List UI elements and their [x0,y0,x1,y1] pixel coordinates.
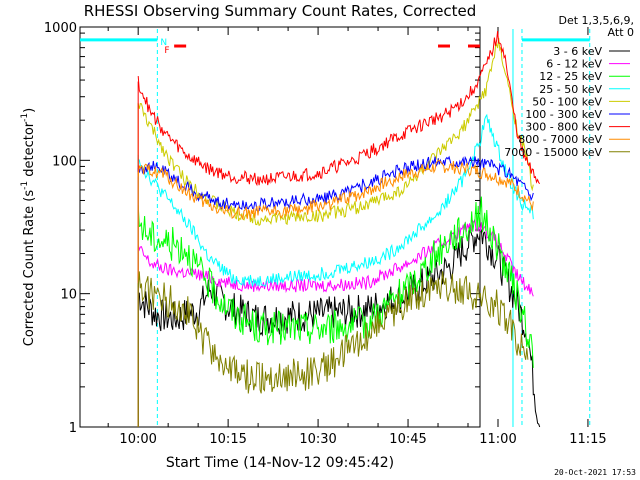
x-tick-label: 11:00 [479,432,516,447]
y-label-part2: detector [22,121,37,181]
series-line-8 [137,271,529,394]
legend-label: 100 - 300 keV [525,108,602,121]
legend-label: 3 - 6 keV [553,45,602,58]
series-lines [137,31,541,428]
y-label-part1: Corrected Count Rate (s [22,190,37,347]
legend-label: 7000 - 15000 keV [504,146,602,159]
y-label-exp2: -1 [20,113,30,122]
flag-marker-f: F [164,46,169,56]
y-tick-label: 100 [52,154,77,169]
y-axis-label: Corrected Count Rate (s-1 detector-1) [20,108,37,346]
legend-label: 25 - 50 keV [539,83,602,96]
legend-label: 800 - 7000 keV [518,133,602,146]
x-tick-label: 10:00 [119,432,156,447]
chart-title: RHESSI Observing Summary Count Rates, Co… [84,2,477,20]
series-line-0 [137,224,541,428]
series-line-7 [137,159,534,220]
flag-lines: NF [80,29,591,427]
x-axis-ticks: 10:00 10:15 10:30 10:45 11:00 11:15 [107,27,607,447]
series-line-1 [137,219,534,297]
series-line-2 [137,196,534,368]
legend-label: 50 - 100 keV [532,95,602,108]
series-line-5 [137,155,534,212]
y-label-exp1: -1 [20,181,30,190]
legend-label: 300 - 800 keV [525,121,602,134]
y-tick-label: 1 [69,421,77,436]
series-line-3 [137,113,534,287]
legend-header-2: Att 0 [608,26,634,39]
x-tick-label: 11:15 [569,432,606,447]
x-axis-label: Start Time (14-Nov-12 09:45:42) [166,455,394,471]
y-tick-label: 1000 [44,21,77,36]
x-tick-label: 10:30 [299,432,336,447]
x-tick-label: 10:15 [209,432,246,447]
legend-header-1: Det 1,3,5,6,9, [558,14,634,27]
legend-label: 6 - 12 keV [546,58,602,71]
legend-label: 12 - 25 keV [539,70,602,83]
series-line-6 [137,31,541,187]
flag-marker-n: N [160,38,167,48]
y-tick-label: 10 [60,288,77,303]
x-tick-label: 10:45 [389,432,426,447]
y-label-part3: ) [22,108,37,113]
footer-timestamp: 20-Oct-2021 17:53 [554,468,636,477]
